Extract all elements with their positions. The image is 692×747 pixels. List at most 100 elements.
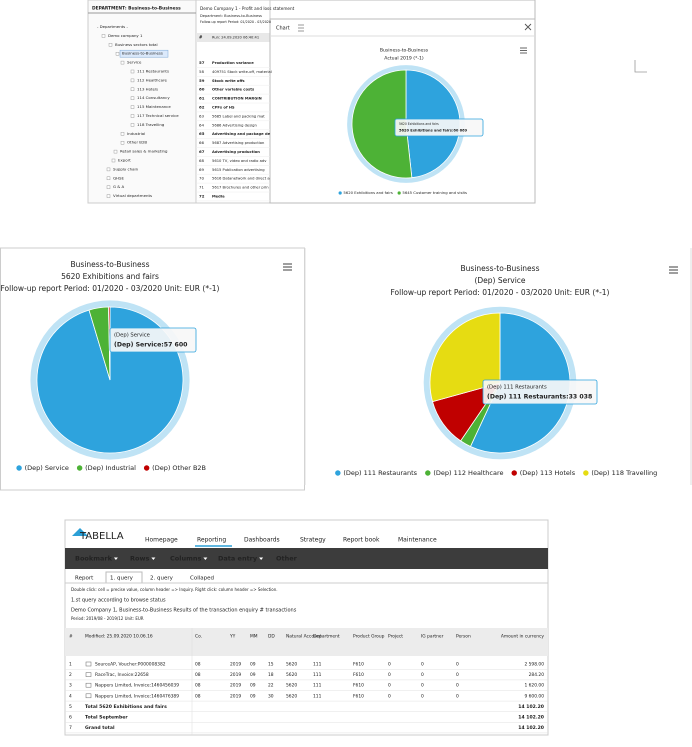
expander[interactable] <box>120 60 125 65</box>
expander[interactable] <box>111 158 116 163</box>
cell: 0 <box>421 693 424 699</box>
pie-slice[interactable] <box>429 312 501 403</box>
tree-node[interactable]: 115 Maintenance <box>137 104 171 109</box>
cell: 08 <box>195 683 201 689</box>
expander[interactable] <box>130 105 135 109</box>
tree-node[interactable]: 118 Travelling <box>137 122 165 127</box>
tree-node[interactable]: 112 Healthcare <box>137 77 167 82</box>
row-number: 64 <box>199 122 204 127</box>
expander[interactable] <box>130 114 135 118</box>
cell: 09 <box>250 672 256 678</box>
nav-item[interactable]: Maintenance <box>398 537 437 544</box>
nav-item[interactable]: Homepage <box>145 537 178 544</box>
tree-node[interactable]: Business sectors total <box>115 42 158 47</box>
legend-label[interactable]: 5620 Exhibitions and fairs <box>343 190 393 195</box>
cell: 0 <box>456 693 459 699</box>
note: Double click: cell = precise value, colu… <box>71 587 278 592</box>
tab[interactable]: Report <box>75 576 94 582</box>
tree-node[interactable]: G & A <box>113 184 125 189</box>
tab[interactable]: 2. query <box>150 576 174 582</box>
tree-node[interactable]: 117 Technical service <box>137 113 179 118</box>
close-icon[interactable] <box>524 23 532 31</box>
expander[interactable] <box>101 34 106 38</box>
tree-node[interactable]: Business-to-Business <box>122 51 163 56</box>
row-icon[interactable] <box>85 672 92 677</box>
expander[interactable] <box>130 87 135 92</box>
pie-slice[interactable] <box>351 69 413 179</box>
tree-node[interactable]: 113 Hotels <box>137 86 158 91</box>
legend-symbol <box>143 465 150 471</box>
column-header: Person <box>456 634 471 640</box>
row-icon[interactable] <box>85 661 92 667</box>
row-icon[interactable] <box>85 682 92 688</box>
legend-symbol <box>511 470 517 476</box>
cell: 09 <box>250 683 256 689</box>
expander[interactable] <box>120 140 125 145</box>
expander[interactable] <box>106 176 111 181</box>
tree-node[interactable]: Other B2B <box>127 140 147 145</box>
amount: 14 102.20 <box>518 715 544 721</box>
export-menu-icon[interactable] <box>283 263 292 271</box>
column-header: MM <box>250 634 258 640</box>
tree-node[interactable]: QHSE <box>113 175 124 180</box>
tree-node[interactable]: 111 Restaurants <box>137 69 169 74</box>
expander[interactable] <box>108 43 113 47</box>
chart-menu-icon[interactable] <box>298 24 304 32</box>
expander[interactable] <box>120 132 125 136</box>
cell: 08 <box>195 693 201 699</box>
menu-item[interactable]: Columns <box>170 555 201 563</box>
cell: 5620 <box>286 672 297 678</box>
menu-item[interactable]: Data entry <box>218 555 258 563</box>
legend-label[interactable]: (Dep) Other B2B <box>152 464 206 472</box>
tab[interactable]: Collaped <box>190 576 214 582</box>
legend-label[interactable]: (Dep) 112 Healthcare <box>433 469 503 477</box>
tree-node[interactable]: Supply chain <box>113 166 139 171</box>
nav-item[interactable]: Strategy <box>300 537 326 544</box>
menu-item[interactable]: Rows <box>130 555 149 563</box>
tree-node[interactable]: Export <box>118 158 131 163</box>
nav-item[interactable]: Dashboards <box>244 537 280 544</box>
legend-label[interactable]: (Dep) 111 Restaurants <box>343 469 417 477</box>
chart-title: (Dep) Service <box>474 276 525 285</box>
nav-item[interactable]: Reporting <box>197 537 226 544</box>
tree-node[interactable]: Virtual departments <box>113 193 152 198</box>
menu-item[interactable]: Other <box>276 555 298 563</box>
tree-node[interactable]: Industrial <box>127 131 145 136</box>
tab[interactable]: 1. query <box>110 576 134 582</box>
cell: F610 <box>353 683 364 689</box>
expander[interactable] <box>115 52 120 56</box>
export-menu-icon[interactable] <box>520 47 527 54</box>
cell: 2019 <box>230 683 241 689</box>
cell: 4 <box>69 693 72 699</box>
tree-node[interactable]: - Departments - <box>97 24 128 29</box>
note: Period: 2019/08 - 2019/12 Unit: EUR <box>71 616 144 621</box>
expander[interactable] <box>106 194 111 198</box>
cell: 0 <box>388 672 391 678</box>
tree-node[interactable]: Service <box>127 60 142 65</box>
expander[interactable] <box>130 78 135 83</box>
row-icon[interactable] <box>85 693 92 699</box>
expander[interactable] <box>113 149 118 154</box>
menu-item[interactable]: Bookmark <box>75 555 113 563</box>
nav-item[interactable]: Report book <box>343 537 380 544</box>
pie-slice[interactable] <box>108 306 111 381</box>
legend: (Dep) 111 Restaurants (Dep) 112 Healthcar… <box>335 469 657 477</box>
expander[interactable] <box>130 123 135 127</box>
tree-node[interactable]: Demo company 1 <box>108 33 143 38</box>
expander[interactable] <box>106 167 111 172</box>
legend-label[interactable]: (Dep) Service <box>25 464 69 472</box>
tree-node[interactable]: 114 Consultancy <box>137 95 170 100</box>
cell: 0 <box>456 683 459 689</box>
tooltip <box>109 327 197 353</box>
row-label: Other variable costs <box>212 88 255 92</box>
tree-node[interactable]: Retail sales & marketing <box>120 149 168 154</box>
expander[interactable] <box>106 185 111 189</box>
export-menu-icon[interactable] <box>669 266 678 274</box>
expander[interactable] <box>130 69 135 74</box>
legend-label[interactable]: (Dep) Industrial <box>85 464 136 472</box>
cell: F610 <box>353 662 364 668</box>
legend-label[interactable]: (Dep) 113 Hotels <box>520 469 576 477</box>
expander[interactable] <box>130 96 135 100</box>
legend-label[interactable]: (Dep) 118 Travelling <box>591 469 657 477</box>
legend-label[interactable]: 5645 Customer training and visits <box>402 190 467 195</box>
